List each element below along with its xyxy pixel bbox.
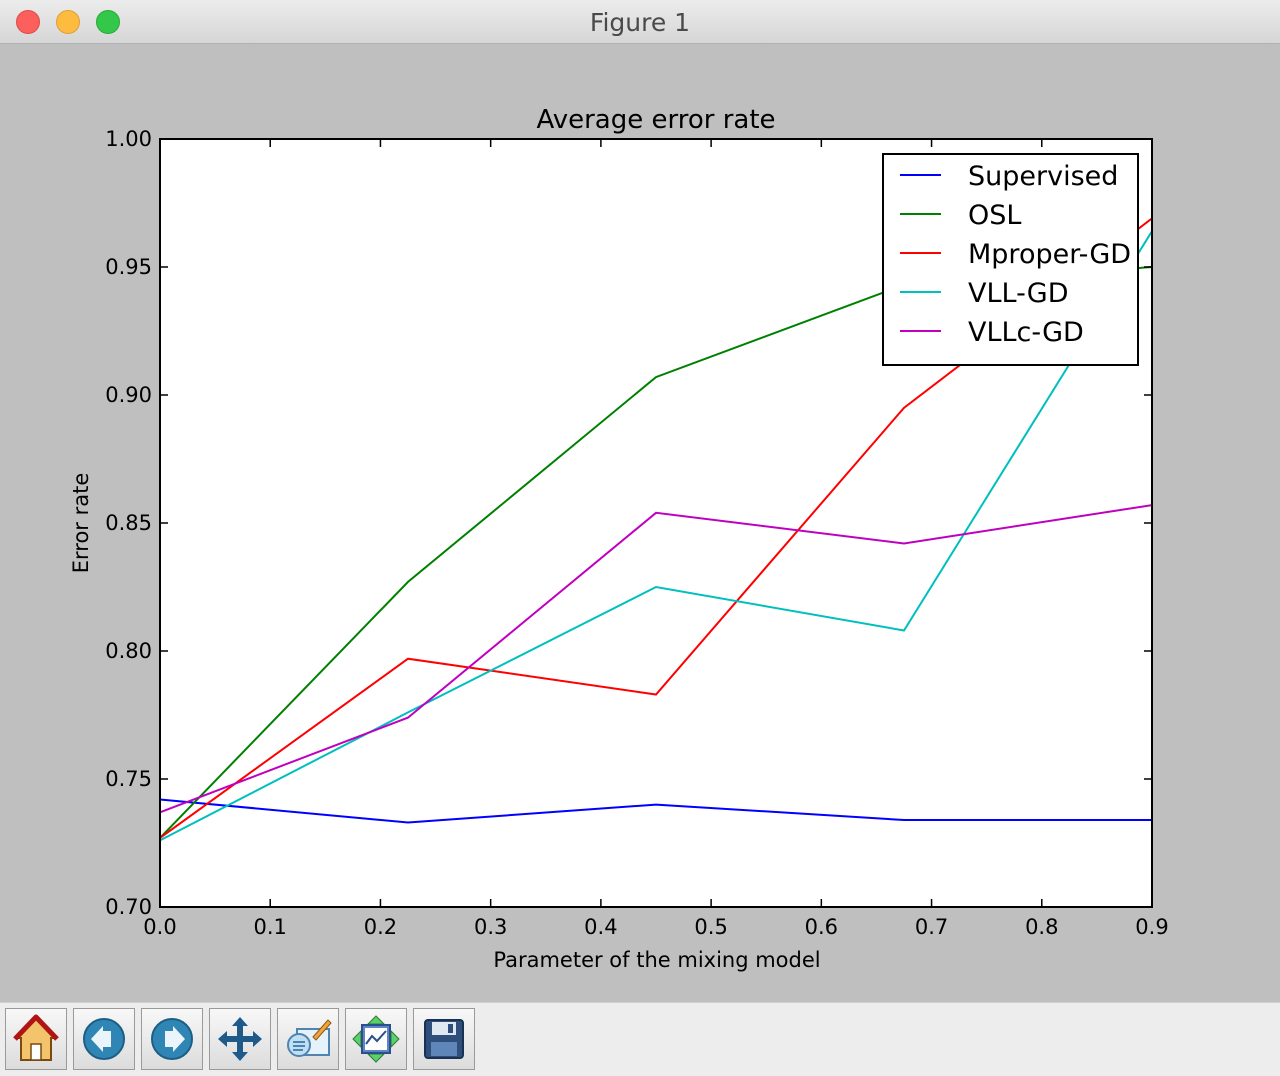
legend-label: Supervised — [968, 161, 1118, 192]
save-disk-icon — [424, 1019, 464, 1059]
zoom-rect-icon — [287, 1019, 332, 1057]
y-tick-label: 0.95 — [105, 255, 152, 279]
zoom-button[interactable] — [277, 1008, 339, 1070]
forward-arrow-icon — [151, 1018, 193, 1060]
x-tick-label: 0.8 — [1025, 915, 1058, 939]
x-tick-label: 0.9 — [1135, 915, 1168, 939]
configure-subplots-icon — [352, 1015, 400, 1063]
legend-label: Mproper-GD — [968, 239, 1131, 270]
legend-box — [882, 153, 1139, 366]
forward-button[interactable] — [141, 1008, 203, 1070]
save-button[interactable] — [413, 1008, 475, 1070]
x-tick-label: 0.4 — [584, 915, 617, 939]
plot-frame — [159, 138, 1153, 908]
subplots-button[interactable] — [345, 1008, 407, 1070]
pan-move-icon — [218, 1017, 262, 1061]
x-tick-label: 0.1 — [254, 915, 287, 939]
legend-label: VLL-GD — [968, 278, 1069, 309]
home-icon — [13, 1014, 59, 1061]
x-tick-label: 0.3 — [474, 915, 507, 939]
line-chart: 0.0 0.1 0.2 0.3 0.4 0.5 0.6 0.7 0.8 0.9 0.70 0.75 0.… — [69, 105, 1169, 972]
series-line-vllc-gd — [160, 504, 1152, 814]
window-titlebar: Figure 1 — [0, 0, 1280, 44]
chart-title: Average error rate — [536, 105, 775, 135]
legend-label: VLLc-GD — [968, 317, 1084, 348]
series-line-supervised — [160, 798, 1152, 824]
window-title: Figure 1 — [589, 8, 691, 37]
legend: Supervised OSL Mproper-GD VLL-GD VLLc-GD — [882, 153, 1139, 366]
home-button[interactable] — [5, 1008, 67, 1070]
legend-label: OSL — [968, 200, 1021, 231]
y-tick-label: 0.70 — [105, 895, 152, 919]
y-tick-label: 0.80 — [105, 639, 152, 663]
close-window-button[interactable] — [16, 10, 40, 34]
x-tick-label: 0.0 — [143, 915, 176, 939]
series-line-vll-gd — [160, 230, 1152, 842]
y-axis-label: Error rate — [69, 473, 93, 574]
x-tick-label: 0.6 — [805, 915, 838, 939]
y-tick-label: 0.90 — [105, 383, 152, 407]
back-arrow-icon — [83, 1018, 125, 1060]
x-tick-label: 0.7 — [915, 915, 948, 939]
x-axis-label: Parameter of the mixing model — [493, 948, 820, 972]
y-tick-label: 0.75 — [105, 767, 152, 791]
y-tick-label: 0.85 — [105, 511, 152, 535]
y-tick-label: 1.00 — [105, 127, 152, 151]
ticks-layer: 0.0 0.1 0.2 0.3 0.4 0.5 0.6 0.7 0.8 0.9 0.70 0.75 0.… — [105, 127, 1168, 939]
back-button[interactable] — [73, 1008, 135, 1070]
maximize-window-button[interactable] — [96, 10, 120, 34]
x-tick-label: 0.5 — [694, 915, 727, 939]
x-tick-label: 0.2 — [364, 915, 397, 939]
minimize-window-button[interactable] — [56, 10, 80, 34]
figure-canvas: 0.0 0.1 0.2 0.3 0.4 0.5 0.6 0.7 0.8 0.9 0.70 0.75 0.… — [0, 44, 1280, 1002]
pan-button[interactable] — [209, 1008, 271, 1070]
navigation-toolbar — [0, 1002, 1280, 1076]
